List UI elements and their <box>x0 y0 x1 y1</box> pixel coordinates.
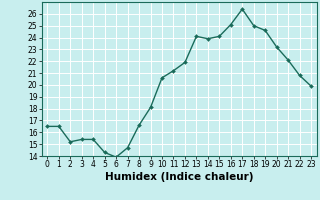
X-axis label: Humidex (Indice chaleur): Humidex (Indice chaleur) <box>105 172 253 182</box>
